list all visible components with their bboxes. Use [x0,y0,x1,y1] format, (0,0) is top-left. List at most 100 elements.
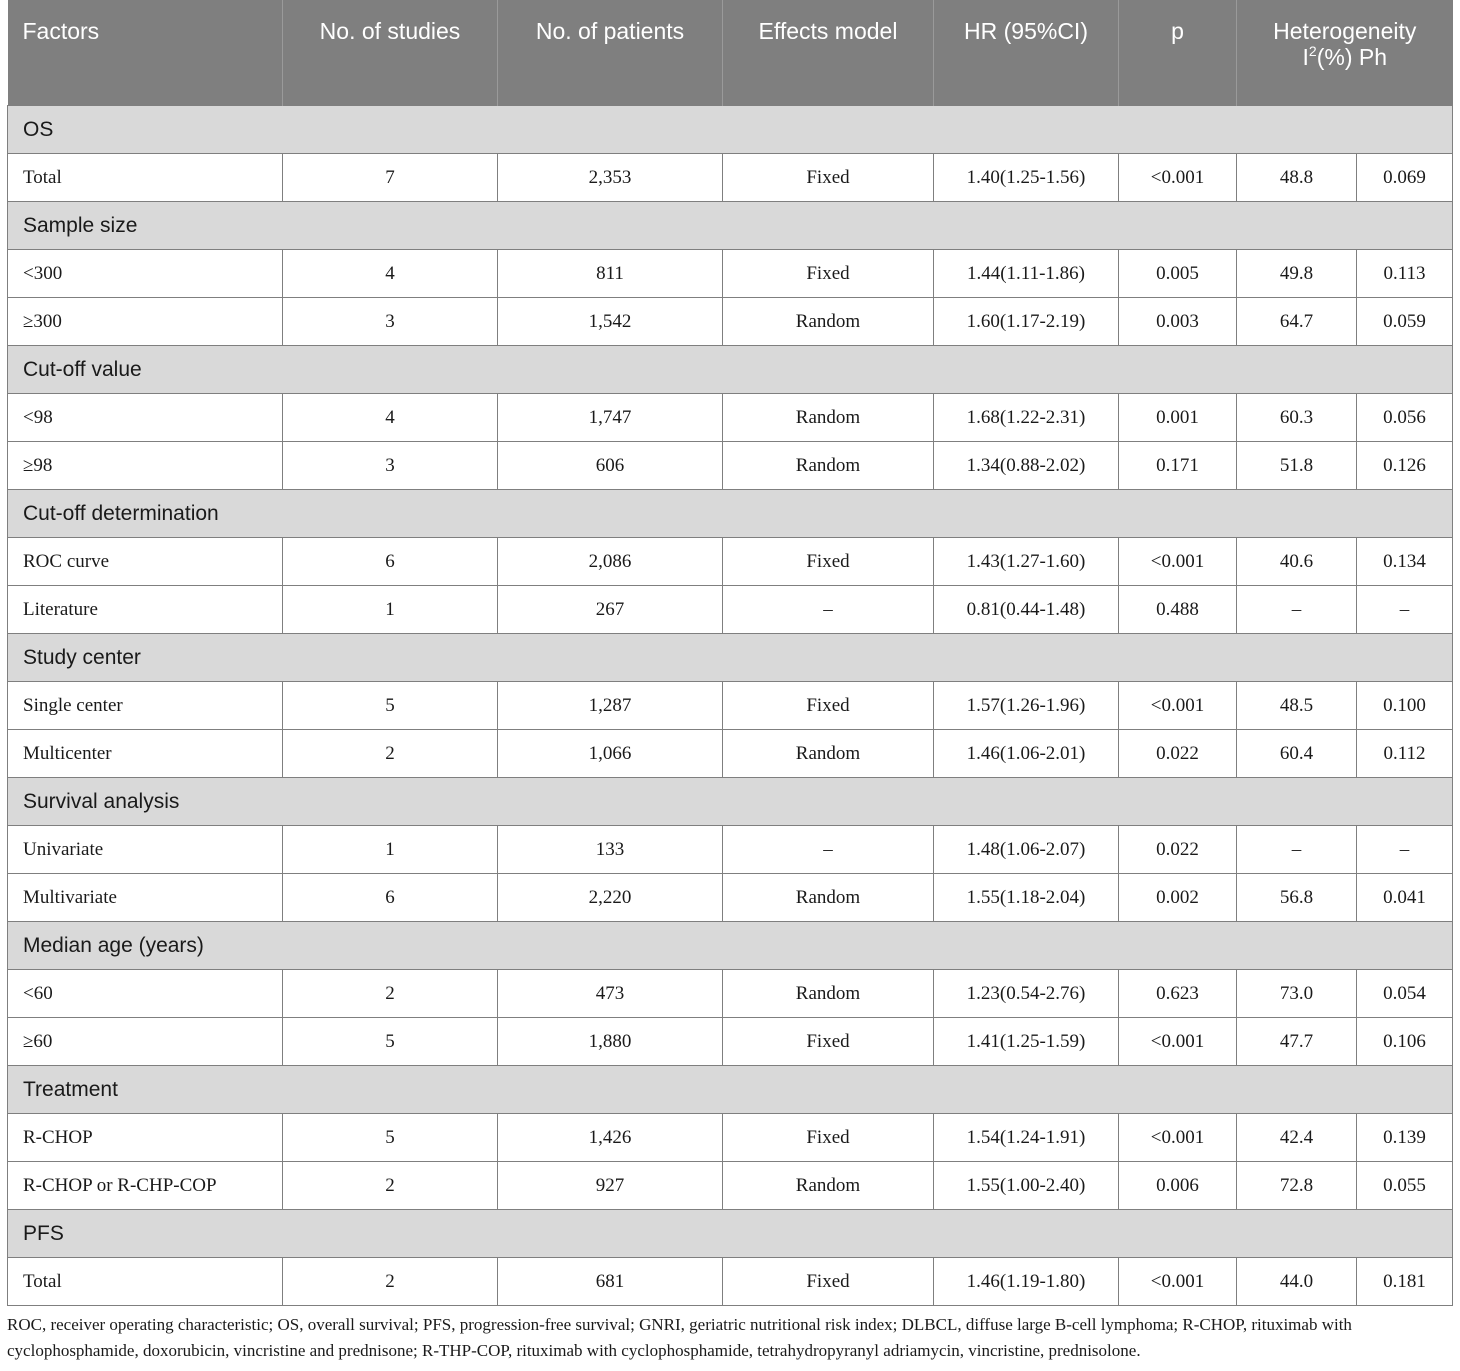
cell-p: <0.001 [1118,1113,1237,1162]
cell-factor: <60 [7,969,283,1018]
cell-studies: 4 [282,393,498,442]
cell-effects-model: Fixed [722,1113,934,1162]
table-row: Multicenter 2 1,066 Random 1.46(1.06-2.01) 0.… [7,729,1454,778]
cell-p: 0.002 [1118,873,1237,922]
cell-patients: 1,287 [497,681,723,730]
cell-studies: 2 [282,1161,498,1210]
cell-effects-model: Fixed [722,1017,934,1066]
table-footnote: ROC, receiver operating characteristic; … [7,1315,1352,1360]
cell-patients: 681 [497,1257,723,1306]
cell-i2: 60.3 [1236,393,1357,442]
cell-patients: 811 [497,249,723,298]
cell-ph: – [1355,585,1454,634]
table-row: Univariate 1 133–1.48(1.06-2.07) 0.022– – [7,825,1454,874]
cell-patients: 1,066 [497,729,723,778]
cell-ph: 0.100 [1355,681,1454,730]
cell-i2: 48.5 [1236,681,1357,730]
table-row: ≥300 3 1,542 Random 1.60(1.17-2.19) 0.003 64.7… [7,297,1454,346]
cell-hr: 1.57(1.26-1.96) [933,681,1119,730]
header-effects-model: Effects model [722,0,934,106]
cell-i2: 56.8 [1236,873,1357,922]
cell-patients: 606 [497,441,723,490]
cell-studies: 6 [282,537,498,586]
table-row: Single center 5 1,287 Fixed 1.57(1.26-1.96) <… [7,681,1454,730]
cell-studies: 3 [282,297,498,346]
table-row: R-CHOP or R-CHP-COP 2 927 Random 1.55(1.00-2… [7,1161,1454,1210]
header-heterogeneity-sup: 2 [1308,43,1317,59]
cell-patients: 473 [497,969,723,1018]
cell-ph: 0.059 [1355,297,1454,346]
section-title: PFS [6,1209,1454,1258]
table-row: <300 4 811 Fixed 1.44(1.11-1.86) 0.005 49.8 0.1… [7,249,1454,298]
cell-effects-model: Fixed [722,249,934,298]
cell-patients: 1,880 [497,1017,723,1066]
header-factors: Factors [7,0,283,106]
cell-hr: 1.68(1.22-2.31) [933,393,1119,442]
cell-factor: Single center [7,681,283,730]
cell-hr: 1.40(1.25-1.56) [933,153,1119,202]
cell-patients: 1,747 [497,393,723,442]
cell-i2: 49.8 [1236,249,1357,298]
cell-ph: – [1355,825,1454,874]
cell-hr: 1.46(1.19-1.80) [933,1257,1119,1306]
cell-ph: 0.181 [1355,1257,1454,1306]
cell-hr: 1.43(1.27-1.60) [933,537,1119,586]
cell-factor: Literature [7,585,283,634]
cell-ph: 0.056 [1355,393,1454,442]
header-hr: HR (95%CI) [933,0,1119,106]
table-row: <60 2 473 Random 1.23(0.54-2.76) 0.623 73.0 0.0… [7,969,1454,1018]
cell-factor: Multivariate [7,873,283,922]
cell-hr: 1.48(1.06-2.07) [933,825,1119,874]
cell-p: 0.488 [1118,585,1237,634]
cell-i2: 40.6 [1236,537,1357,586]
table-row: Literature 1 267–0.81(0.44-1.48) 0.488– – [7,585,1454,634]
cell-effects-model: Fixed [722,681,934,730]
cell-i2: 47.7 [1236,1017,1357,1066]
cell-i2: – [1236,825,1357,874]
section-row: OS [6,105,1454,154]
cell-hr: 1.34(0.88-2.02) [933,441,1119,490]
cell-studies: 5 [282,1017,498,1066]
cell-p: <0.001 [1118,1257,1237,1306]
cell-effects-model: Random [722,297,934,346]
cell-ph: 0.106 [1355,1017,1454,1066]
cell-hr: 1.54(1.24-1.91) [933,1113,1119,1162]
cell-studies: 2 [282,969,498,1018]
cell-studies: 6 [282,873,498,922]
cell-factor: ≥60 [7,1017,283,1066]
cell-patients: 1,542 [497,297,723,346]
cell-patients: 2,353 [497,153,723,202]
cell-i2: 73.0 [1236,969,1357,1018]
cell-p: <0.001 [1118,153,1237,202]
section-title: Median age (years) [6,921,1454,970]
cell-hr: 1.23(0.54-2.76) [933,969,1119,1018]
cell-factor: ≥98 [7,441,283,490]
cell-i2: 64.7 [1236,297,1357,346]
cell-patients: 1,426 [497,1113,723,1162]
cell-p: 0.003 [1118,297,1237,346]
cell-factor: Multicenter [7,729,283,778]
cell-p: 0.171 [1118,441,1237,490]
cell-i2: – [1236,585,1357,634]
cell-hr: 1.41(1.25-1.59) [933,1017,1119,1066]
cell-effects-model: Random [722,873,934,922]
cell-hr: 1.60(1.17-2.19) [933,297,1119,346]
header-p: p [1118,0,1237,106]
table-row: <98 4 1,747 Random 1.68(1.22-2.31) 0.001 60.3 0… [7,393,1454,442]
cell-p: 0.001 [1118,393,1237,442]
table-header-row: Factors No. of studies No. of patients E… [7,0,1453,106]
header-heterogeneity: Heterogeneity I2(%) Ph [1235,0,1453,106]
cell-ph: 0.139 [1355,1113,1454,1162]
header-patients: No. of patients [497,0,723,106]
cell-ph: 0.041 [1355,873,1454,922]
table-container: Factors No. of studies No. of patients E… [6,0,1454,1306]
subgroup-analysis-table: Factors No. of studies No. of patients E… [6,0,1454,1306]
cell-hr: 1.44(1.11-1.86) [933,249,1119,298]
section-row: Cut-off value [6,345,1454,394]
cell-ph: 0.126 [1355,441,1454,490]
header-heterogeneity-i: I [1302,44,1309,70]
cell-ph: 0.112 [1355,729,1454,778]
section-row: PFS [6,1209,1454,1258]
cell-effects-model: Random [722,441,934,490]
section-title: Sample size [6,201,1454,250]
